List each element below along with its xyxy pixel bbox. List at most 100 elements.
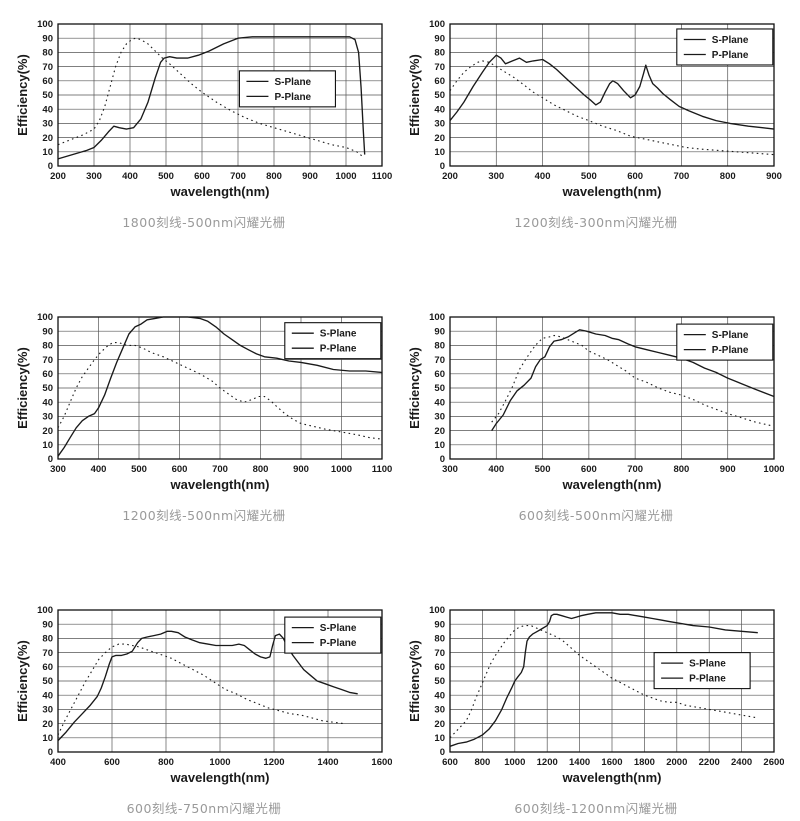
y-tick-label: 90: [434, 326, 445, 337]
grating-efficiency-chart-600-1200: 0 10 20 30 40 50 60 70 80 90 100 600 800 1000 1200 1400…: [408, 605, 784, 785]
legend-frame: [676, 28, 774, 66]
p-plane-curve: [449, 60, 775, 156]
p-plane-curve: [57, 37, 365, 158]
y-tick-label: 20: [434, 426, 445, 437]
y-tick-label: 40: [42, 690, 53, 701]
x-tick-label: 1100: [372, 171, 392, 182]
s-plane-curve: [491, 329, 775, 431]
p-plane-curve: [57, 643, 345, 736]
y-tick-label: 50: [434, 90, 445, 101]
x-tick-label: 1200: [537, 757, 558, 768]
legend-box: S-Plane P-Plane: [284, 616, 382, 654]
y-tick-label: 90: [434, 33, 445, 44]
y-tick-label: 30: [42, 705, 53, 716]
y-tick-label: 80: [434, 48, 445, 59]
x-tick-label: 400: [122, 171, 138, 182]
x-tick-label: 1100: [372, 464, 392, 475]
legend-frame: [284, 322, 382, 360]
y-tick-label: 30: [434, 705, 445, 716]
x-tick-label: 2000: [666, 757, 687, 768]
y-tick-label: 100: [429, 605, 445, 616]
x-tick-label: 300: [442, 464, 458, 475]
y-tick-label: 100: [37, 19, 53, 30]
x-tick-label: 300: [86, 171, 102, 182]
x-tick-label: 600: [104, 757, 120, 768]
y-axis-title: Efficiency(%): [408, 347, 422, 429]
x-axis-title: wavelength(nm): [170, 184, 270, 199]
grating-efficiency-chart-1200-500: 0 10 20 30 40 50 60 70 80 90 100 300 400 500 600 700 800…: [16, 312, 392, 492]
y-axis-title: Efficiency(%): [16, 347, 30, 429]
x-tick-label: 1200: [263, 757, 284, 768]
x-tick-label: 1400: [569, 757, 590, 768]
legend-label: P-Plane: [320, 638, 357, 649]
s-plane-curve: [449, 612, 758, 747]
y-tick-label: 40: [434, 690, 445, 701]
y-tick-label: 10: [42, 733, 53, 744]
chart-caption: 600刻线-750nm闪耀光栅: [126, 801, 282, 816]
chart-figure-6: 0 10 20 30 40 50 60 70 80 90 100 600 800 1000 1200 1400…: [400, 598, 792, 817]
y-tick-label: 60: [42, 76, 53, 87]
grating-efficiency-chart-600-500: 0 10 20 30 40 50 60 70 80 90 100 300 400 500 600 700 800…: [408, 312, 784, 492]
legend-label: P-Plane: [712, 50, 749, 61]
y-tick-label: 90: [42, 33, 53, 44]
x-tick-label: 300: [50, 464, 66, 475]
y-tick-label: 0: [440, 747, 445, 758]
y-tick-label: 30: [42, 119, 53, 130]
x-tick-label: 900: [293, 464, 309, 475]
legend-label: S-Plane: [320, 329, 357, 340]
x-tick-label: 2400: [731, 757, 752, 768]
y-tick-label: 50: [42, 90, 53, 101]
y-tick-label: 50: [434, 383, 445, 394]
x-tick-label: 2200: [699, 757, 720, 768]
y-tick-label: 30: [42, 412, 53, 423]
y-tick-label: 0: [48, 747, 53, 758]
y-tick-label: 40: [434, 104, 445, 115]
y-tick-label: 0: [440, 161, 445, 172]
y-tick-label: 70: [42, 648, 53, 659]
y-tick-label: 20: [42, 719, 53, 730]
y-tick-label: 10: [434, 440, 445, 451]
x-tick-label: 600: [581, 464, 597, 475]
y-tick-label: 60: [42, 369, 53, 380]
plot-border: [449, 23, 775, 167]
s-plane-curve: [57, 316, 383, 457]
x-tick-label: 900: [302, 171, 318, 182]
y-tick-label: 10: [42, 440, 53, 451]
chart-caption: 1200刻线-300nm闪耀光栅: [514, 215, 678, 230]
x-tick-label: 500: [581, 171, 597, 182]
y-tick-label: 10: [434, 733, 445, 744]
chart-figure-3: 0 10 20 30 40 50 60 70 80 90 100 300 400 500 600 700 800…: [8, 305, 400, 524]
grating-efficiency-chart-1200-300: 0 10 20 30 40 50 60 70 80 90 100 200 300 400 500 600 700…: [408, 19, 782, 199]
x-axis-title: wavelength(nm): [170, 477, 270, 492]
x-tick-label: 400: [50, 757, 66, 768]
y-axis-title: Efficiency(%): [16, 640, 30, 722]
y-tick-label: 50: [42, 383, 53, 394]
y-tick-label: 70: [42, 62, 53, 73]
legend-label: S-Plane: [689, 659, 726, 670]
s-plane-curve: [449, 54, 775, 130]
legend-label: S-Plane: [712, 35, 749, 46]
s-plane-curve: [57, 630, 358, 742]
x-tick-label: 1000: [209, 757, 230, 768]
x-tick-label: 1000: [763, 464, 784, 475]
legend-frame: [676, 323, 774, 361]
x-tick-label: 1000: [331, 464, 352, 475]
grating-efficiency-chart-1800-500: 0 10 20 30 40 50 60 70 80 90 100 200 300 400 500 600 700…: [16, 19, 392, 199]
x-tick-label: 400: [488, 464, 504, 475]
chart-figure-5: 0 10 20 30 40 50 60 70 80 90 100 400 600 800 1000 1200 1…: [8, 598, 400, 817]
x-tick-label: 900: [720, 464, 736, 475]
legend-frame: [653, 652, 751, 690]
x-tick-label: 200: [442, 171, 458, 182]
y-axis-title: Efficiency(%): [16, 54, 30, 136]
legend-box: S-Plane P-Plane: [653, 652, 751, 690]
y-tick-label: 70: [434, 62, 445, 73]
y-tick-label: 40: [42, 104, 53, 115]
y-tick-label: 100: [37, 605, 53, 616]
p-plane-curve: [449, 625, 758, 739]
y-tick-label: 0: [48, 454, 53, 465]
x-tick-label: 600: [627, 171, 643, 182]
x-axis-title: wavelength(nm): [562, 184, 662, 199]
y-tick-label: 70: [434, 648, 445, 659]
x-tick-label: 200: [50, 171, 66, 182]
